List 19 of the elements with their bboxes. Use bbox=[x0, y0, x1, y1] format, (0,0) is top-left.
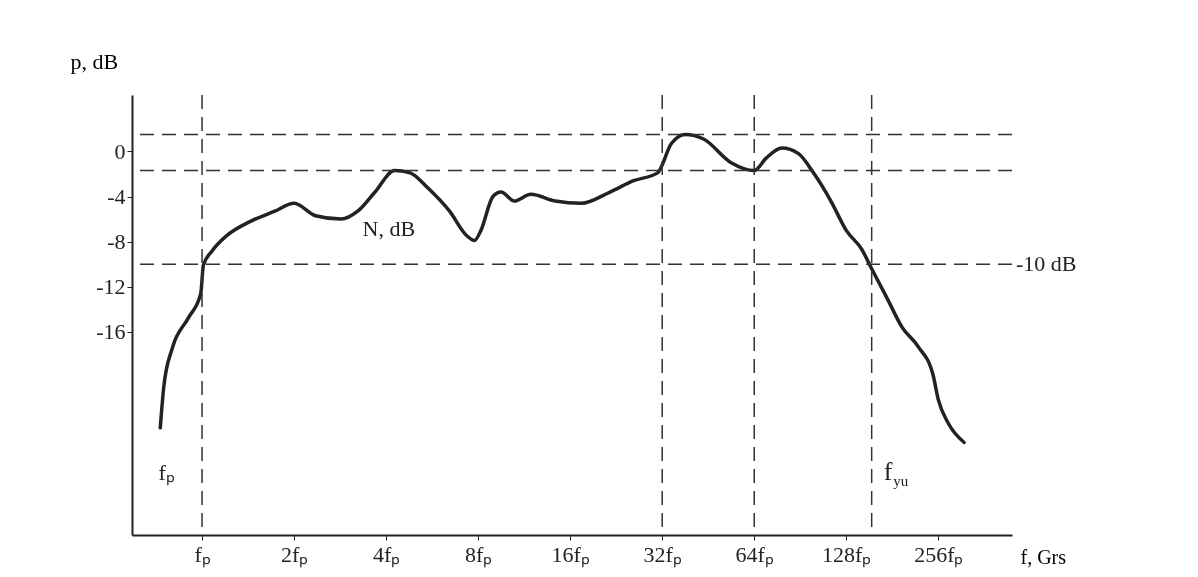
annotation: N, dB bbox=[362, 215, 416, 241]
y-axis-title: p, dB bbox=[70, 48, 119, 74]
x-tick-label: 4fₚ bbox=[372, 541, 401, 568]
x-tick-label: fₚ bbox=[194, 541, 211, 568]
x-tick-label: 256fₚ bbox=[914, 541, 964, 568]
x-tick-label: 16fₚ bbox=[551, 541, 590, 568]
x-tick-label: 128fₚ bbox=[822, 541, 872, 568]
x-tick-label: 32fₚ bbox=[643, 541, 682, 568]
y-tick-label: 0 bbox=[114, 138, 126, 164]
y-tick-label: -8 bbox=[107, 229, 126, 255]
ref-line-label: -10 dB bbox=[1016, 251, 1077, 277]
x-tick-label: 64fₚ bbox=[735, 541, 774, 568]
y-tick-label: -16 bbox=[96, 319, 126, 345]
x-tick-label: 8fₚ bbox=[464, 541, 493, 568]
annotation: fₚ bbox=[158, 460, 175, 486]
x-axis-title: f, Grs bbox=[1020, 545, 1067, 568]
y-tick-label: -12 bbox=[96, 274, 126, 300]
x-tick-label: 2fₚ bbox=[280, 541, 309, 568]
y-tick-label: -4 bbox=[107, 184, 126, 210]
